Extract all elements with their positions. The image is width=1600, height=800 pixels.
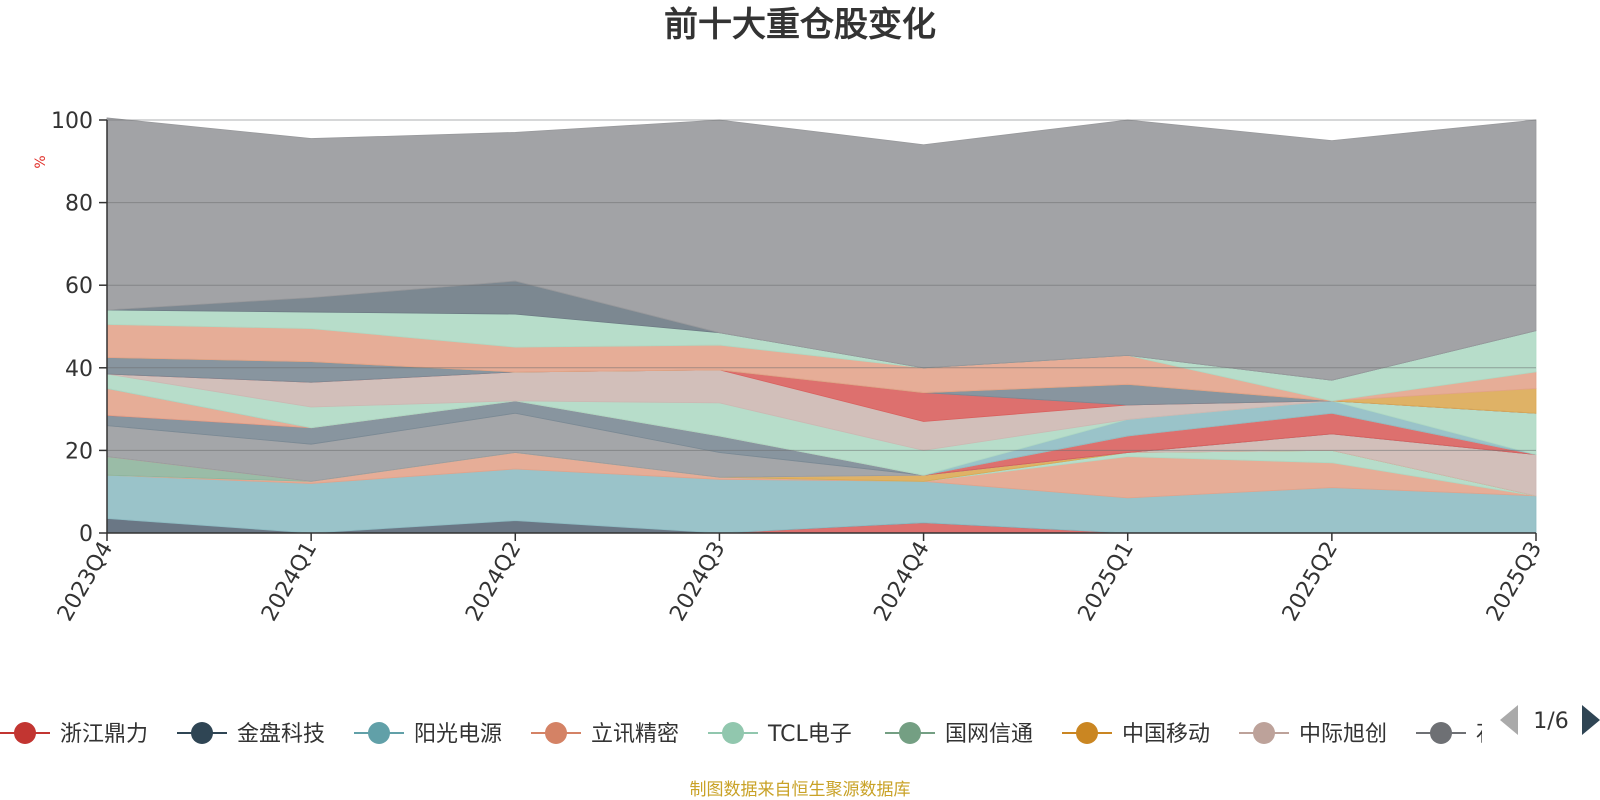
legend-label: 中国移动: [1122, 722, 1210, 747]
grid-lines: [107, 119, 1536, 451]
x-tick-label: 2024Q2: [461, 538, 526, 626]
chart-title: 前十大重仓股变化: [664, 5, 936, 45]
y-axis-unit: %: [33, 155, 49, 168]
legend-item[interactable]: 国网信通: [885, 722, 1033, 747]
x-tick-label: 2024Q3: [665, 538, 730, 626]
legend-item[interactable]: 中际旭创: [1239, 722, 1387, 747]
y-tick-label: 100: [51, 109, 93, 134]
legend-label: 石: [1476, 722, 1498, 747]
legend-marker-icon: [899, 722, 921, 744]
legend-label: TCL电子: [767, 722, 852, 747]
legend-page-indicator: 1/6: [1533, 709, 1568, 734]
legend-label: 浙江鼎力: [60, 722, 148, 747]
legend-pager: 1/6: [1500, 705, 1600, 735]
legend-prev-arrow-icon[interactable]: [1500, 705, 1518, 735]
legend-next-arrow-icon[interactable]: [1582, 705, 1600, 735]
legend-item[interactable]: TCL电子: [708, 722, 852, 747]
y-tick-label: 80: [65, 192, 93, 217]
x-tick-label: 2024Q4: [869, 538, 934, 626]
legend-item[interactable]: 中国移动: [1062, 722, 1210, 747]
legend-marker-icon: [1076, 722, 1098, 744]
legend-label: 中际旭创: [1299, 722, 1387, 747]
legend-marker-icon: [368, 722, 390, 744]
area-series-22[interactable]: [106, 117, 1537, 381]
x-tick-label: 2025Q3: [1482, 538, 1547, 626]
source-note: 制图数据来自恒生聚源数据库: [690, 780, 911, 800]
x-tick-label: 2025Q2: [1278, 538, 1343, 626]
legend-item[interactable]: 石: [1416, 722, 1498, 747]
y-tick-label: 60: [65, 274, 93, 299]
y-tick-label: 40: [65, 357, 93, 382]
legend-item[interactable]: 金盘科技: [177, 722, 325, 747]
legend-label: 阳光电源: [414, 722, 502, 747]
legend-label: 国网信通: [945, 722, 1033, 747]
x-tick-label: 2025Q1: [1074, 538, 1139, 626]
y-tick-label: 0: [79, 522, 93, 547]
legend-item[interactable]: 浙江鼎力: [0, 722, 148, 747]
legend-item[interactable]: 立讯精密: [531, 722, 679, 747]
legend-marker-icon: [14, 722, 36, 744]
legend: 浙江鼎力 金盘科技 阳光电源 立讯精密 TCL电子 国网信通 中国移动 中际旭创 石: [0, 722, 1498, 747]
plot-area: [106, 117, 1537, 534]
legend-marker-icon: [722, 722, 744, 744]
legend-item[interactable]: 阳光电源: [354, 722, 502, 747]
legend-marker-icon: [545, 722, 567, 744]
legend-marker-icon: [1253, 722, 1275, 744]
legend-marker-icon: [191, 722, 213, 744]
legend-marker-icon: [1430, 722, 1452, 744]
legend-label: 立讯精密: [591, 722, 679, 747]
y-tick-label: 20: [65, 439, 93, 464]
x-tick-label: 2023Q4: [53, 538, 118, 626]
legend-label: 金盘科技: [237, 722, 325, 747]
x-tick-label: 2024Q1: [257, 538, 322, 626]
